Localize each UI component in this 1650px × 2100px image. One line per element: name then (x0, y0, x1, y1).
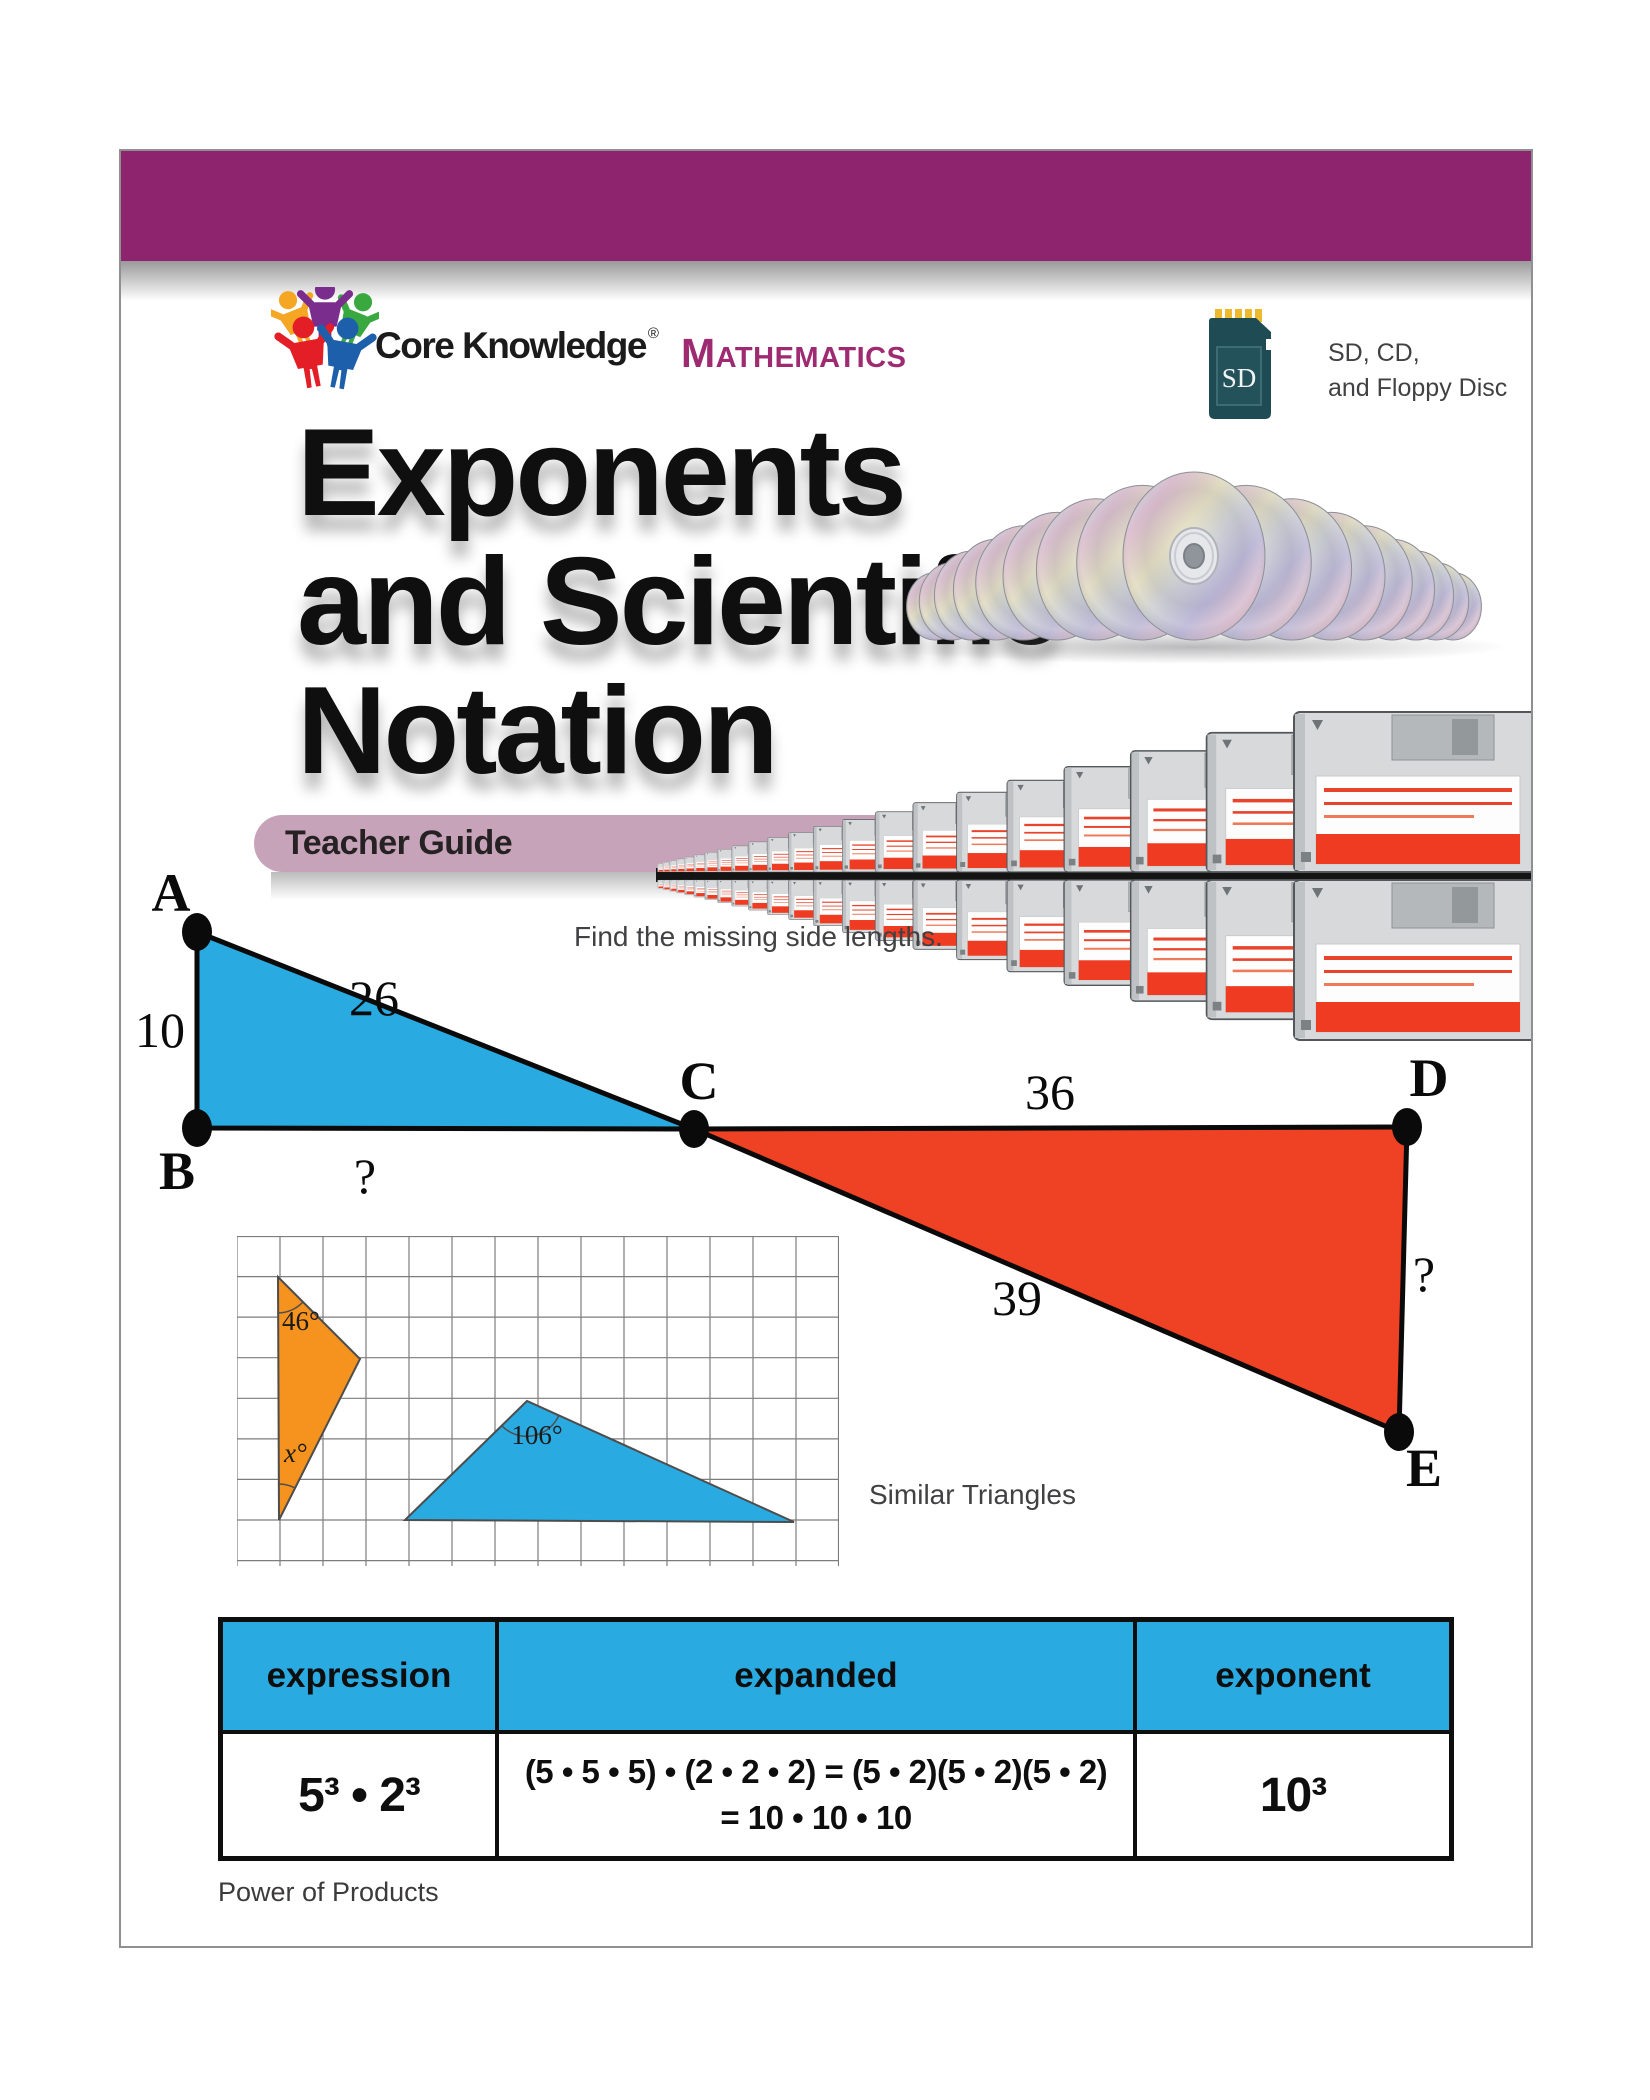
side-ac-label: 26 (349, 970, 399, 1026)
side-ab-label: 10 (135, 1002, 185, 1058)
vertex-label-b: B (159, 1141, 195, 1201)
media-caption-line1: SD, CD, (1328, 339, 1420, 367)
header-band (121, 151, 1531, 261)
vertex-dot-c (679, 1110, 709, 1148)
expanded-line2: = 10 • 10 • 10 (720, 1799, 912, 1836)
triangle-cde (691, 1124, 1410, 1435)
blue-triangle (402, 1399, 795, 1523)
side-ce-label: 39 (992, 1270, 1042, 1326)
vertex-label-a: A (152, 871, 191, 923)
vertex-label-e: E (1406, 1438, 1442, 1498)
table-caption: Power of Products (218, 1877, 439, 1907)
vertex-dot-e (1384, 1413, 1414, 1451)
side-bc-label: ? (354, 1148, 376, 1204)
similar-triangles-caption: Similar Triangles (869, 1479, 1076, 1510)
similar-triangles-figure: 46° x° 106° (237, 1236, 839, 1566)
table-header-exponent: exponent (1133, 1622, 1449, 1734)
angle-arc (277, 1301, 304, 1314)
power-of-products-table: expression expanded exponent 5³ • 2³ (5 … (218, 1617, 1454, 1861)
angle-arc (278, 1483, 296, 1489)
media-caption: SD, CD, and Floppy Disc (1328, 336, 1507, 405)
table-header-expanded: expanded (495, 1622, 1133, 1734)
missing-sides-figure: A B C D E 10 26 ? 36 39 ? (135, 871, 1449, 1498)
title-line1: Exponents (297, 404, 907, 542)
orange-triangle (276, 1274, 362, 1521)
sd-pin-icon (1235, 309, 1242, 322)
floppy-disk-stacks-illustration (656, 711, 1531, 1041)
orange-angle-bottom-label: x° (283, 1438, 307, 1468)
vertex-dot-d (1392, 1108, 1422, 1146)
orange-angle-top-label: 46° (282, 1306, 320, 1336)
table-cell-expanded: (5 • 5 • 5) • (2 • 2 • 2) = (5 • 2)(5 • … (495, 1734, 1133, 1856)
vertex-dot-b (182, 1109, 212, 1147)
brand-subject: MATHEMATICS (680, 330, 907, 376)
sd-pin-icon (1245, 309, 1252, 322)
title-line3: Notation (297, 661, 779, 800)
table-cell-exponent: 10³ (1133, 1734, 1449, 1856)
brand-name: Core Knowledge (375, 325, 647, 366)
brand-lockup: Core Knowledge ® MATHEMATICS (375, 325, 906, 377)
cd-stack-illustration (879, 471, 1509, 664)
expanded-line1: (5 • 5 • 5) • (2 • 2 • 2) = (5 • 2)(5 • … (524, 1752, 1108, 1790)
table-header-expression: expression (223, 1622, 495, 1734)
vertex-label-d: D (1410, 1048, 1449, 1108)
core-knowledge-logo (271, 287, 379, 390)
floppy-row-top (657, 711, 1531, 873)
blue-angle-label: 106° (511, 1420, 562, 1450)
person-purple-icon (296, 287, 354, 346)
sd-pin-icon (1255, 309, 1262, 322)
vertex-dot-a (182, 913, 212, 951)
angle-arc (501, 1414, 560, 1438)
sd-pin-icon (1215, 309, 1222, 322)
person-blue-icon (316, 317, 377, 390)
side-de-label: ? (1413, 1246, 1435, 1302)
sd-pin-icon (1225, 309, 1232, 322)
sd-card-icon: SD (1209, 309, 1272, 419)
cover-page: Core Knowledge ® MATHEMATICS SD SD, CD, … (119, 149, 1533, 1948)
registered-mark: ® (647, 325, 659, 342)
side-cd-label: 36 (1025, 1064, 1075, 1120)
media-caption-line2: and Floppy Disc (1328, 373, 1508, 402)
teacher-guide-label: Teacher Guide (285, 824, 513, 862)
table-cell-expression: 5³ • 2³ (298, 1768, 421, 1822)
header-band-shadow (121, 261, 1531, 301)
triangle-abc (194, 929, 697, 1132)
figure-instruction: Find the missing side lengths. (574, 921, 943, 952)
vertex-label-c: C (680, 1051, 719, 1111)
sd-card-label: SD (1222, 363, 1257, 393)
